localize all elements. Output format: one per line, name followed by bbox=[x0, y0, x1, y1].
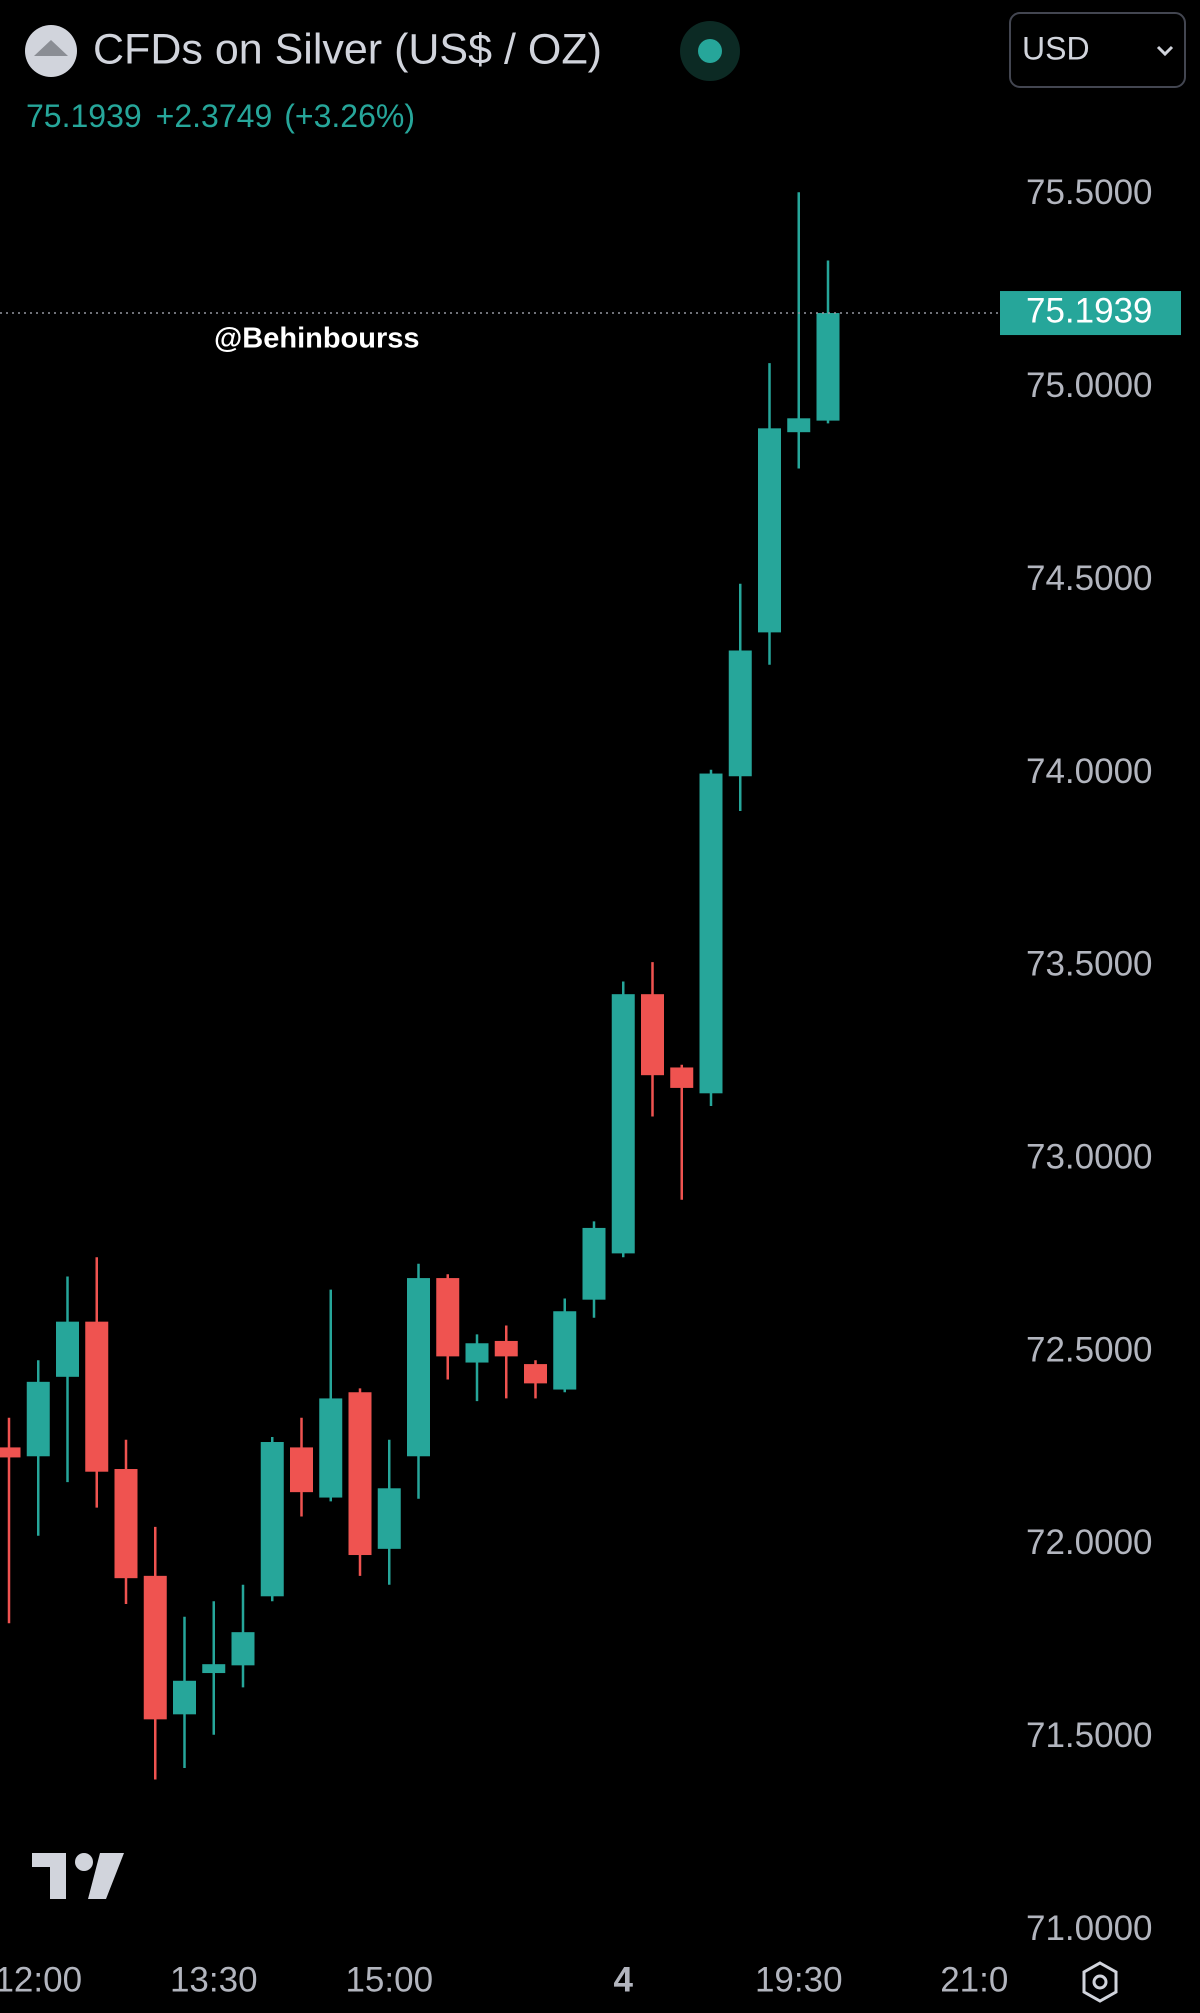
quote-line: 75.1939 +2.3749 (+3.26%) bbox=[26, 98, 415, 134]
candle-body bbox=[0, 1447, 21, 1458]
y-tick-label: 74.0000 bbox=[1026, 752, 1153, 791]
x-tick-label: 4 bbox=[614, 1960, 634, 1999]
settings-icon[interactable] bbox=[1082, 1961, 1118, 2003]
candle-body bbox=[143, 1575, 167, 1720]
y-tick-label: 71.0000 bbox=[1026, 1909, 1153, 1948]
candle-body bbox=[56, 1321, 79, 1377]
candle-body bbox=[377, 1488, 401, 1549]
x-tick-label: 19:30 bbox=[755, 1960, 843, 1999]
x-tick-label: 12:00 bbox=[0, 1960, 82, 1999]
x-tick-label: 15:00 bbox=[345, 1960, 433, 1999]
y-tick-label: 74.5000 bbox=[1026, 559, 1153, 598]
candle-body bbox=[173, 1680, 196, 1715]
candle-body bbox=[524, 1364, 547, 1384]
y-tick-label: 75.5000 bbox=[1026, 173, 1153, 212]
candle-body bbox=[260, 1442, 284, 1597]
dropdown-caret bbox=[1156, 45, 1174, 57]
settings-hex bbox=[1082, 1961, 1118, 2003]
logo-part bbox=[88, 1853, 124, 1899]
x-tick-label: 13:30 bbox=[170, 1960, 258, 1999]
logo-part bbox=[50, 1853, 66, 1899]
quote-price: 75.1939 bbox=[26, 98, 142, 134]
candle-body bbox=[728, 650, 752, 777]
candle-body bbox=[670, 1067, 694, 1088]
last-price-label: 75.1939 bbox=[1026, 291, 1153, 330]
quote-change: +2.3749 bbox=[156, 98, 273, 134]
candle-body bbox=[611, 994, 635, 1254]
logo-part bbox=[75, 1853, 93, 1871]
quote-change-percent: (+3.26%) bbox=[284, 98, 415, 134]
last-price-box bbox=[1000, 291, 1181, 336]
status-dot bbox=[698, 39, 722, 63]
candle-body bbox=[85, 1321, 109, 1472]
y-tick-label: 71.5000 bbox=[1026, 1716, 1153, 1755]
candle-body bbox=[319, 1398, 343, 1498]
candle-body bbox=[699, 773, 723, 1094]
logo bbox=[32, 1853, 124, 1899]
y-tick-label: 73.0000 bbox=[1026, 1138, 1153, 1177]
x-tick-label: 21:0 bbox=[940, 1960, 1008, 1999]
y-tick-label: 73.5000 bbox=[1026, 945, 1153, 984]
candle-body bbox=[348, 1392, 372, 1556]
y-tick-label: 72.0000 bbox=[1026, 1523, 1153, 1562]
candle-body bbox=[494, 1340, 518, 1357]
y-tick-label: 75.0000 bbox=[1026, 366, 1153, 405]
candle-body bbox=[231, 1632, 255, 1666]
symbol-icon-shape bbox=[34, 40, 68, 56]
candle-body bbox=[465, 1343, 489, 1363]
candle-body bbox=[553, 1311, 577, 1390]
currency-dropdown[interactable] bbox=[1009, 12, 1186, 88]
candle-body bbox=[436, 1278, 460, 1357]
candle-body bbox=[202, 1664, 226, 1674]
candle-body bbox=[114, 1469, 138, 1579]
candle-body bbox=[816, 313, 840, 421]
symbol-title: CFDs on Silver (US$ / OZ) bbox=[93, 25, 602, 73]
candle-body bbox=[582, 1227, 606, 1300]
candle-body bbox=[26, 1381, 50, 1457]
settings-hole bbox=[1092, 1974, 1108, 1990]
candle-body bbox=[407, 1278, 430, 1457]
watermark: @Behinbourss bbox=[214, 323, 420, 355]
candle-body bbox=[787, 418, 811, 433]
candle-body bbox=[641, 994, 664, 1076]
y-tick-label: 72.5000 bbox=[1026, 1330, 1153, 1369]
candle-body bbox=[758, 428, 781, 633]
currency-label: USD bbox=[1022, 30, 1090, 66]
candle-body bbox=[290, 1447, 313, 1493]
